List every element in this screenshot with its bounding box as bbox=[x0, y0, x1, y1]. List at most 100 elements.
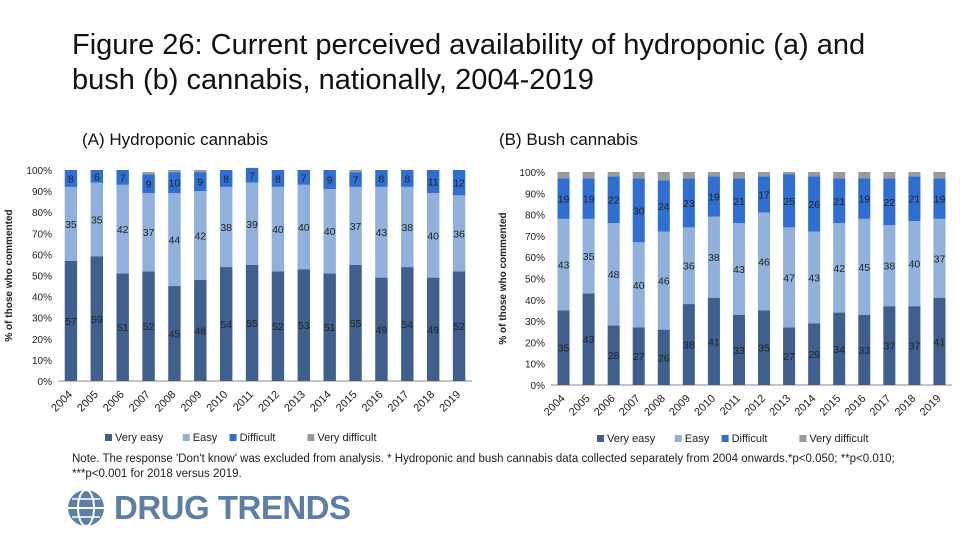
data-label: 42 bbox=[194, 230, 206, 242]
bar-segment bbox=[194, 170, 207, 173]
bar-segment bbox=[808, 323, 821, 385]
x-tick-label: 2015 bbox=[818, 393, 844, 419]
bar-segment bbox=[297, 269, 311, 381]
y-tick-label: 80% bbox=[525, 211, 545, 222]
y-tick-label: 100% bbox=[26, 166, 52, 177]
logo-text: DRUG TRENDS bbox=[114, 489, 351, 526]
bar-segment bbox=[582, 218, 595, 294]
data-label: 48 bbox=[194, 325, 206, 337]
bar-segment bbox=[452, 271, 466, 381]
data-label: 9 bbox=[146, 179, 152, 191]
data-label: 7 bbox=[249, 170, 255, 182]
bar-segment bbox=[271, 170, 285, 187]
x-tick-label: 2018 bbox=[893, 393, 919, 419]
data-label: 35 bbox=[583, 251, 595, 263]
legend-label: Difficult bbox=[240, 432, 276, 444]
bar-segment bbox=[808, 172, 821, 177]
data-label: 46 bbox=[758, 256, 770, 268]
bar-segment bbox=[271, 186, 285, 272]
data-label: 12 bbox=[453, 178, 465, 190]
drug-trends-logo: DRUG TRENDS bbox=[66, 488, 351, 528]
y-tick-label: 20% bbox=[32, 335, 52, 346]
data-label: 19 bbox=[934, 194, 946, 206]
bar-segment bbox=[349, 264, 362, 381]
bar-segment bbox=[142, 174, 155, 194]
x-tick-label: 2011 bbox=[718, 393, 743, 418]
bar-segment bbox=[375, 170, 388, 187]
y-tick-label: 60% bbox=[525, 253, 545, 264]
y-tick-label: 40% bbox=[32, 293, 52, 304]
bar-segment bbox=[607, 223, 620, 326]
legend-label: Difficult bbox=[732, 433, 768, 445]
data-label: 19 bbox=[558, 194, 570, 206]
data-label: 54 bbox=[220, 319, 232, 331]
legend-swatch bbox=[721, 435, 729, 442]
data-label: 40 bbox=[272, 224, 284, 236]
legend-label: Easy bbox=[685, 433, 710, 445]
data-label: 40 bbox=[633, 280, 645, 292]
page-title: Figure 26: Current perceived availabilit… bbox=[72, 29, 866, 96]
data-label: 7 bbox=[353, 174, 359, 186]
bar-segment bbox=[401, 267, 414, 381]
bar-segment bbox=[168, 193, 181, 287]
bar-segment bbox=[707, 172, 720, 177]
data-label: 7 bbox=[120, 172, 126, 184]
bar-segment bbox=[883, 225, 896, 307]
bar-segment bbox=[908, 172, 921, 177]
bar-segment bbox=[245, 167, 259, 183]
data-label: 6 bbox=[94, 171, 100, 183]
bar-segment bbox=[833, 178, 846, 224]
bar-segment bbox=[632, 178, 645, 243]
bar-segment bbox=[833, 223, 846, 313]
bar-segment bbox=[783, 172, 796, 175]
bar-segment bbox=[908, 220, 921, 307]
data-label: 55 bbox=[350, 318, 362, 330]
bar-segment bbox=[219, 186, 233, 268]
bar-segment bbox=[758, 172, 771, 177]
bar-segment bbox=[908, 306, 921, 385]
data-label: 8 bbox=[379, 173, 385, 185]
data-label: 19 bbox=[583, 194, 595, 206]
bar-segment bbox=[557, 218, 570, 311]
bar-segment bbox=[933, 297, 946, 385]
data-label: 41 bbox=[934, 336, 946, 348]
data-label: 43 bbox=[376, 227, 388, 239]
y-tick-label: 40% bbox=[525, 296, 545, 307]
y-tick-label: 10% bbox=[32, 356, 52, 367]
data-label: 52 bbox=[453, 321, 465, 333]
bar-segment bbox=[682, 178, 695, 228]
data-label: 30 bbox=[633, 205, 645, 217]
x-tick-label: 2013 bbox=[767, 393, 793, 419]
data-label: 38 bbox=[683, 340, 695, 352]
x-tick-label: 2007 bbox=[617, 393, 643, 419]
footnote: Note. The response 'Don't know' was excl… bbox=[72, 453, 895, 480]
x-tick-label: 2008 bbox=[642, 393, 668, 419]
bar-segment bbox=[582, 178, 595, 219]
legend-label: Very easy bbox=[607, 433, 656, 445]
data-label: 52 bbox=[272, 321, 284, 333]
bar-segment bbox=[707, 297, 720, 385]
bar-segment bbox=[116, 170, 129, 185]
y-tick-label: 20% bbox=[525, 338, 545, 349]
bar-segment bbox=[64, 186, 78, 261]
bar-segment bbox=[116, 184, 129, 274]
bar-segment bbox=[582, 293, 595, 385]
data-label: 43 bbox=[808, 272, 820, 284]
data-label: 26 bbox=[658, 352, 670, 364]
bar-segment bbox=[142, 172, 155, 175]
data-label: 39 bbox=[246, 219, 258, 231]
bar-segment bbox=[933, 178, 946, 219]
x-tick-label: 2009 bbox=[667, 393, 693, 419]
x-tick-label: 2014 bbox=[792, 393, 818, 419]
bar-segment bbox=[858, 314, 871, 385]
data-label: 33 bbox=[733, 345, 745, 357]
data-label: 27 bbox=[633, 351, 645, 363]
data-label: 22 bbox=[608, 195, 620, 207]
bar-segment bbox=[452, 195, 466, 272]
legend-swatch bbox=[182, 434, 190, 441]
bar-segment bbox=[858, 178, 871, 219]
bar-segment bbox=[858, 218, 871, 315]
bar-segment bbox=[297, 170, 311, 185]
bar-segment bbox=[194, 172, 207, 192]
